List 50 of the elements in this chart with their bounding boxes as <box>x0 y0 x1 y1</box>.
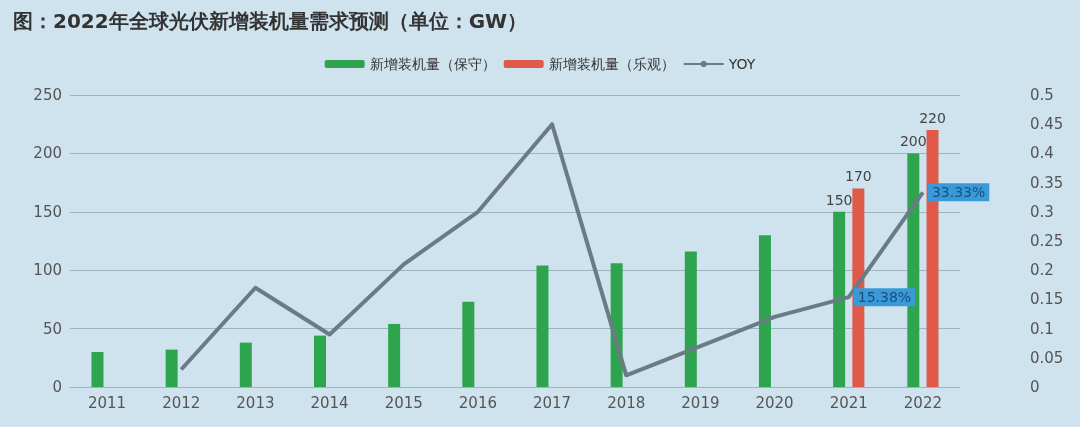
bar <box>388 323 401 387</box>
x-tick-label: 2013 <box>236 393 275 412</box>
x-tick-label: 2019 <box>681 393 720 412</box>
y2-tick-label: 0 <box>1030 378 1040 396</box>
legend-label: 新增装机量（保守） <box>369 56 496 72</box>
bar <box>536 265 549 387</box>
y-tick-label: 50 <box>42 319 62 338</box>
x-tick-label: 2016 <box>458 393 498 412</box>
y2-tick-label: 0.2 <box>1030 261 1054 280</box>
legend-label: YOY <box>727 56 756 72</box>
x-tick-label: 2014 <box>310 393 349 412</box>
y-tick-label: 100 <box>33 261 62 280</box>
y-tick-label: 0 <box>52 378 62 396</box>
bar <box>462 301 475 387</box>
y2-tick-label: 0.3 <box>1030 202 1054 221</box>
x-tick-label: 2011 <box>87 393 127 412</box>
x-tick-label: 2021 <box>829 393 868 412</box>
x-tick-label: 2022 <box>903 393 943 412</box>
x-tick-label: 2012 <box>162 393 201 412</box>
y-tick-label: 150 <box>33 202 62 221</box>
bar <box>833 211 846 387</box>
data-label: 220 <box>919 110 946 127</box>
x-tick-label: 2015 <box>384 393 423 412</box>
x-tick-label: 2017 <box>532 393 572 412</box>
x-tick-label: 2018 <box>607 393 646 412</box>
y2-tick-label: 0.1 <box>1030 319 1054 338</box>
y2-tick-label: 0.15 <box>1030 290 1064 309</box>
bar <box>165 349 178 387</box>
bar <box>239 342 252 387</box>
y2-tick-label: 0.25 <box>1030 232 1064 250</box>
y2-tick-label: 0.45 <box>1030 115 1064 134</box>
chart-title: 图：2022年全球光伏新增装机量需求预测（单位：GW） <box>13 9 528 33</box>
legend-label: 新增装机量（乐观） <box>548 56 675 72</box>
data-label: 200 <box>899 133 927 150</box>
bar <box>313 335 326 387</box>
y-tick-label: 250 <box>33 86 62 104</box>
y-tick-label: 200 <box>33 144 62 163</box>
y2-tick-label: 0.4 <box>1030 144 1054 163</box>
bar <box>758 235 771 387</box>
data-label: 170 <box>844 168 872 185</box>
y2-tick-label: 0.5 <box>1030 86 1054 104</box>
x-tick-label: 2020 <box>755 393 794 412</box>
bar <box>91 351 104 387</box>
bar <box>684 251 697 387</box>
data-label: 15.38% <box>857 289 912 306</box>
data-label: 150 <box>825 191 853 208</box>
line-series <box>179 122 925 378</box>
data-label: 33.33% <box>931 184 986 201</box>
y2-tick-label: 0.05 <box>1030 348 1064 367</box>
y2-tick-label: 0.35 <box>1030 173 1064 192</box>
